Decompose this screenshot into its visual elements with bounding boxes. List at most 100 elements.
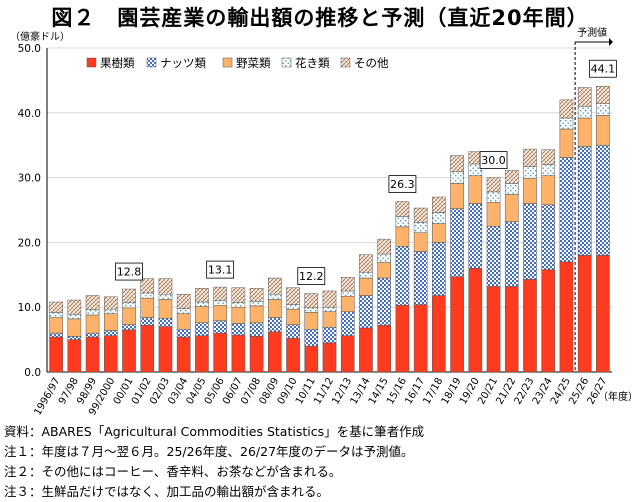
bar-segment-花き類 bbox=[49, 312, 63, 318]
bar-segment-花き類 bbox=[195, 301, 209, 307]
bar-segment-果樹類 bbox=[450, 276, 464, 373]
bar-segment-その他 bbox=[158, 278, 173, 295]
bar-segment-野菜類 bbox=[541, 175, 556, 206]
note-2: 注２：その他にはコーヒー、香辛料、お茶などが含まれる。 bbox=[4, 464, 342, 479]
bar-segment-果樹類 bbox=[504, 286, 519, 373]
bar-segment-果樹類 bbox=[413, 304, 428, 373]
bar-segment-その他 bbox=[304, 293, 319, 309]
annotations: 12.8 13.1 12.2 26.3 30.0 44.1 bbox=[115, 59, 617, 285]
bar-segment-ナッツ類 bbox=[268, 317, 282, 333]
bar-segment-その他 bbox=[432, 196, 446, 213]
bar-segment-野菜類 bbox=[286, 308, 300, 325]
bar-segment-果樹類 bbox=[158, 326, 173, 373]
bar-segment-野菜類 bbox=[340, 295, 355, 312]
bar-segment-花き類 bbox=[377, 253, 391, 263]
bar-segment-野菜類 bbox=[577, 117, 592, 147]
annotation-label: 13.1 bbox=[208, 264, 233, 277]
forecast-label: 予測値 bbox=[577, 26, 607, 39]
bar-segment-果樹類 bbox=[103, 335, 118, 373]
bar-segment-果樹類 bbox=[249, 336, 264, 373]
y-ticks: 0.0 10.0 20.0 30.0 40.0 50.0 bbox=[18, 43, 41, 379]
bar-segment-果樹類 bbox=[577, 255, 592, 373]
bar-segment-その他 bbox=[359, 254, 373, 273]
bar-segment-ナッツ類 bbox=[304, 328, 319, 347]
annotation-label: 12.8 bbox=[117, 266, 142, 279]
annotation-box bbox=[115, 262, 143, 281]
y-tick-label: 10.0 bbox=[18, 302, 41, 314]
bar-segment-その他 bbox=[340, 277, 355, 292]
bar-segment-花き類 bbox=[322, 306, 337, 312]
bar-segment-ナッツ類 bbox=[103, 330, 118, 336]
annotation-label: 26.3 bbox=[390, 178, 415, 191]
forecast-marker: 予測値 bbox=[574, 26, 613, 372]
bar-segment-その他 bbox=[322, 290, 337, 308]
bar-segment-花き類 bbox=[559, 117, 574, 130]
bar-segment-果樹類 bbox=[140, 325, 155, 373]
bar-segment-ナッツ類 bbox=[486, 225, 501, 287]
y-axis-label: （億豪ドル） bbox=[10, 30, 70, 43]
bar-segment-花き類 bbox=[486, 191, 501, 203]
bar-segment-花き類 bbox=[359, 271, 373, 279]
bar-segment-その他 bbox=[103, 296, 118, 310]
bar-segment-野菜類 bbox=[432, 223, 446, 243]
bar-segment-その他 bbox=[523, 148, 537, 167]
bar-segment-野菜類 bbox=[596, 115, 610, 146]
x-tick-label: 1996/97 bbox=[32, 376, 62, 417]
bar-segment-果樹類 bbox=[541, 269, 556, 373]
bar-segment-その他 bbox=[213, 286, 227, 301]
legend-label: 野菜類 bbox=[236, 56, 271, 70]
bar-segment-花き類 bbox=[103, 308, 118, 314]
bar-segment-野菜類 bbox=[468, 175, 483, 204]
annotation-box bbox=[297, 267, 326, 285]
bar-segment-花き類 bbox=[395, 216, 410, 228]
bar-segment-ナッツ類 bbox=[340, 311, 355, 336]
bar-segment-ナッツ類 bbox=[596, 144, 610, 256]
legend-swatch bbox=[340, 57, 351, 68]
bar-segment-その他 bbox=[268, 277, 282, 295]
bar-segment-野菜類 bbox=[504, 194, 519, 222]
bar-segment-野菜類 bbox=[268, 299, 282, 318]
bar-segment-果樹類 bbox=[523, 279, 537, 373]
bar-segment-果樹類 bbox=[559, 261, 574, 373]
bar-segment-野菜類 bbox=[322, 311, 337, 328]
bar-segment-ナッツ類 bbox=[249, 322, 264, 337]
bar-segment-ナッツ類 bbox=[140, 317, 155, 326]
bar-segment-ナッツ類 bbox=[413, 251, 428, 305]
bar-segment-その他 bbox=[140, 278, 155, 294]
legend-swatch bbox=[86, 57, 97, 68]
annotation-box bbox=[479, 151, 508, 170]
bar-segment-果樹類 bbox=[322, 342, 337, 373]
y-tick-label: 30.0 bbox=[18, 173, 41, 185]
bar-segment-花き類 bbox=[432, 212, 446, 224]
bar-segment-野菜類 bbox=[213, 305, 227, 322]
bar-segment-ナッツ類 bbox=[377, 277, 391, 326]
annotation-label: 12.2 bbox=[299, 270, 324, 283]
y-tick-label: 40.0 bbox=[18, 108, 41, 120]
bar-segment-花き類 bbox=[450, 171, 464, 184]
legend: 果樹類 ナッツ類 野菜類 花き類 その他 bbox=[86, 56, 389, 70]
bar-segment-野菜類 bbox=[122, 307, 136, 325]
bar-segment-果樹類 bbox=[176, 336, 191, 373]
bar-segment-野菜類 bbox=[304, 312, 319, 330]
bar-segment-その他 bbox=[395, 201, 410, 217]
bar-segment-花き類 bbox=[413, 222, 428, 233]
bar-segment-ナッツ類 bbox=[231, 323, 246, 336]
annotation-box bbox=[206, 260, 235, 279]
bar-segment-その他 bbox=[559, 99, 574, 119]
bar-segment-果樹類 bbox=[49, 336, 63, 373]
legend-swatch bbox=[281, 57, 292, 68]
bar-segment-果樹類 bbox=[268, 331, 282, 373]
bar-segment-花き類 bbox=[122, 302, 136, 309]
bar-segment-ナッツ類 bbox=[213, 320, 227, 334]
bar-segment-ナッツ類 bbox=[49, 332, 63, 338]
bar-segment-その他 bbox=[377, 238, 391, 255]
bar-segment-ナッツ類 bbox=[504, 221, 519, 287]
bar-segment-野菜類 bbox=[486, 201, 501, 227]
bar-segment-その他 bbox=[85, 295, 100, 311]
bar-segment-花き類 bbox=[140, 292, 155, 299]
bar-segment-野菜類 bbox=[103, 313, 118, 331]
legend-swatch bbox=[146, 57, 157, 68]
bar-segment-花き類 bbox=[249, 301, 264, 307]
bar-segment-ナッツ類 bbox=[322, 327, 337, 344]
bar-segment-野菜類 bbox=[377, 262, 391, 279]
